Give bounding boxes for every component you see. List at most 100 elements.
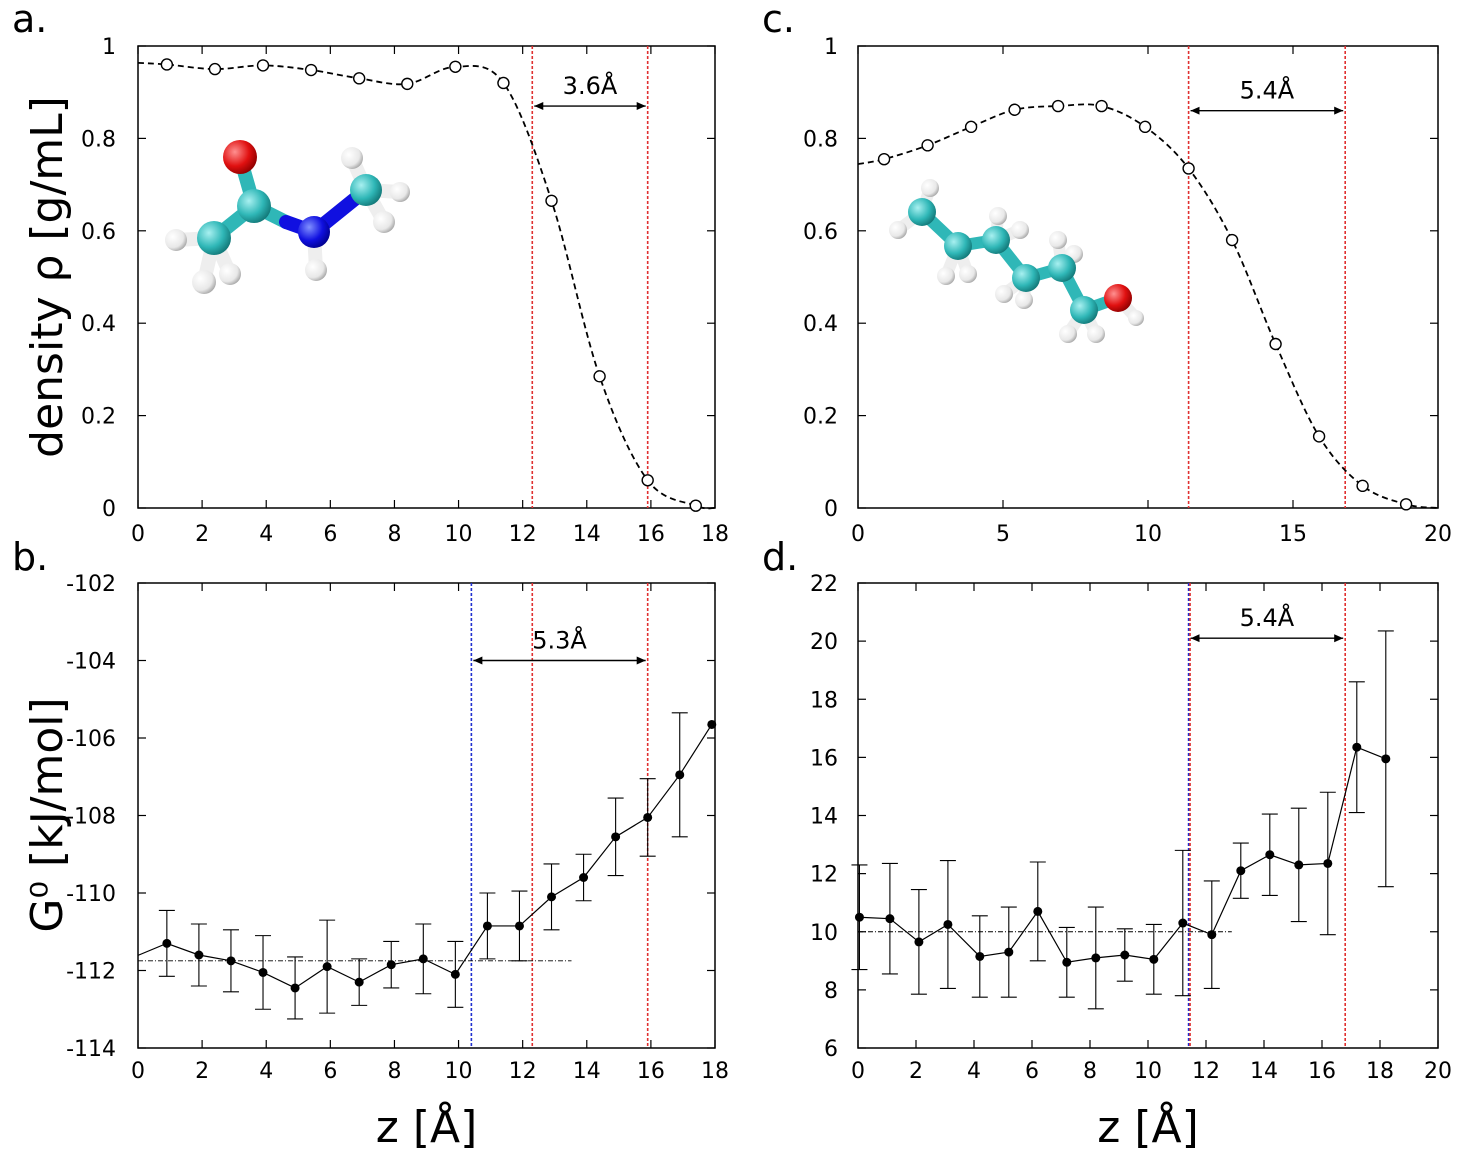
x-tick-label: 18: [701, 1059, 729, 1084]
data-point: [975, 952, 984, 961]
data-point: [1294, 860, 1303, 869]
y-tick-label: -110: [66, 882, 116, 907]
density-curve: [858, 104, 1438, 508]
width-annotation: 5.3Å: [532, 626, 587, 655]
panel-label: d.: [762, 535, 798, 579]
panel-a-density-chart: a. 0 2 4 6 8 10 12 14 16 18 0 0.2 0.4 0.6 0.8 1 density ρ…: [12, 0, 729, 547]
x-tick-label: 12: [1192, 1059, 1220, 1084]
hexanol-molecule-image: [889, 179, 1144, 343]
x-tick-label: 8: [387, 522, 401, 547]
x-tick-label: 20: [1424, 1059, 1452, 1084]
x-tick-label: 6: [1025, 1059, 1039, 1084]
n-methylacetamide-molecule-image: [165, 140, 410, 294]
y-axis-title: G⁰ [kJ/mol]: [22, 697, 73, 932]
data-point: [1149, 955, 1158, 964]
x-tick-label: 5: [996, 522, 1010, 547]
x-tick-label: 0: [131, 1059, 145, 1084]
data-point: [579, 873, 588, 882]
panel-label: c.: [762, 0, 795, 41]
data-point: [306, 65, 317, 76]
data-point: [943, 920, 952, 929]
data-point: [611, 832, 620, 841]
data-point: [1120, 951, 1129, 960]
y-tick-label: 0.6: [803, 220, 838, 245]
data-point: [1323, 859, 1332, 868]
data-point: [547, 892, 556, 901]
y-tick-label: 0.2: [81, 405, 116, 430]
y-tick-label: -102: [66, 572, 116, 597]
x-tick-label: 8: [387, 1059, 401, 1084]
data-point: [450, 61, 461, 72]
y-axis: -114 -112 -110 -108 -106 -104 -102: [66, 572, 715, 1062]
x-axis: 0 2 4 6 8 10 12 14 16 18: [131, 583, 729, 1084]
x-tick-label: 16: [637, 1059, 665, 1084]
panel-label: b.: [12, 535, 48, 579]
data-point: [162, 939, 171, 948]
x-tick-label: 2: [195, 1059, 209, 1084]
x-axis: 0 5 10 15 20: [851, 46, 1452, 547]
data-point: [1207, 930, 1216, 939]
panel-d-free-energy-chart: d. 0 2 4 6 8 10 12 14 16 18 20 6 8 10 12 14 16 18 20 22 z [Å]…: [762, 535, 1452, 1149]
data-point: [642, 475, 653, 486]
x-tick-label: 2: [195, 522, 209, 547]
data-point: [885, 914, 894, 923]
y-axis: 00.20.40.60.81: [803, 35, 1438, 522]
data-point: [966, 121, 977, 132]
y-tick-label: 0.4: [803, 312, 838, 337]
data-point: [1401, 499, 1412, 510]
data-point: [1381, 754, 1390, 763]
x-tick-label: 12: [509, 1059, 537, 1084]
x-tick-label: 16: [1308, 1059, 1336, 1084]
data-point: [1265, 850, 1274, 859]
data-point: [161, 59, 172, 70]
plot-frame: [858, 583, 1438, 1048]
y-tick-label: -104: [66, 650, 116, 675]
data-point: [675, 770, 684, 779]
panel-c-density-chart: c. 0 5 10 15 20 0 0.2 0.4 0.6 0.8 1 5.4Å: [762, 0, 1452, 547]
x-tick-label: 4: [259, 1059, 273, 1084]
y-tick-label: 0.8: [81, 127, 116, 152]
y-tick-label: 1: [102, 35, 116, 60]
data-point: [291, 983, 300, 992]
width-annotation: 5.4Å: [1240, 76, 1295, 105]
data-point: [402, 78, 413, 89]
data-point: [1091, 953, 1100, 962]
x-axis: 0 2 4 6 8 10 12 14 16 18: [131, 46, 729, 547]
y-tick-label: 1: [824, 35, 838, 60]
x-tick-label: 0: [131, 522, 145, 547]
data-point: [707, 720, 716, 729]
y-tick-label: 0.2: [803, 405, 838, 430]
x-tick-label: 10: [445, 522, 473, 547]
x-tick-label: 0: [851, 1059, 865, 1084]
series-line: [859, 747, 1385, 962]
y-tick-label: -108: [66, 805, 116, 830]
data-point: [1270, 338, 1281, 349]
y-tick-label: -114: [66, 1037, 116, 1062]
y-axis: 00.20.40.60.81: [81, 35, 715, 522]
y-tick-label: 10: [810, 921, 838, 946]
x-tick-label: 4: [967, 1059, 981, 1084]
y-tick-label: 14: [810, 805, 838, 830]
y-tick-label: 0.6: [81, 220, 116, 245]
width-annotation: 5.4Å: [1240, 603, 1295, 632]
data-point: [922, 140, 933, 151]
data-point: [1140, 121, 1151, 132]
data-point: [1062, 958, 1071, 967]
data-point: [259, 968, 268, 977]
data-point: [1033, 907, 1042, 916]
data-point: [1227, 235, 1238, 246]
data-point: [1183, 163, 1194, 174]
data-point: [451, 970, 460, 979]
data-point: [914, 937, 923, 946]
x-tick-label: 10: [1134, 522, 1162, 547]
data-point: [855, 913, 864, 922]
data-point: [258, 60, 269, 71]
data-point: [1236, 866, 1245, 875]
data-point: [419, 954, 428, 963]
x-axis-title: z [Å]: [1097, 1100, 1199, 1149]
data-point: [594, 371, 605, 382]
data-point: [1178, 919, 1187, 928]
data-point: [515, 921, 524, 930]
data-point: [323, 962, 332, 971]
